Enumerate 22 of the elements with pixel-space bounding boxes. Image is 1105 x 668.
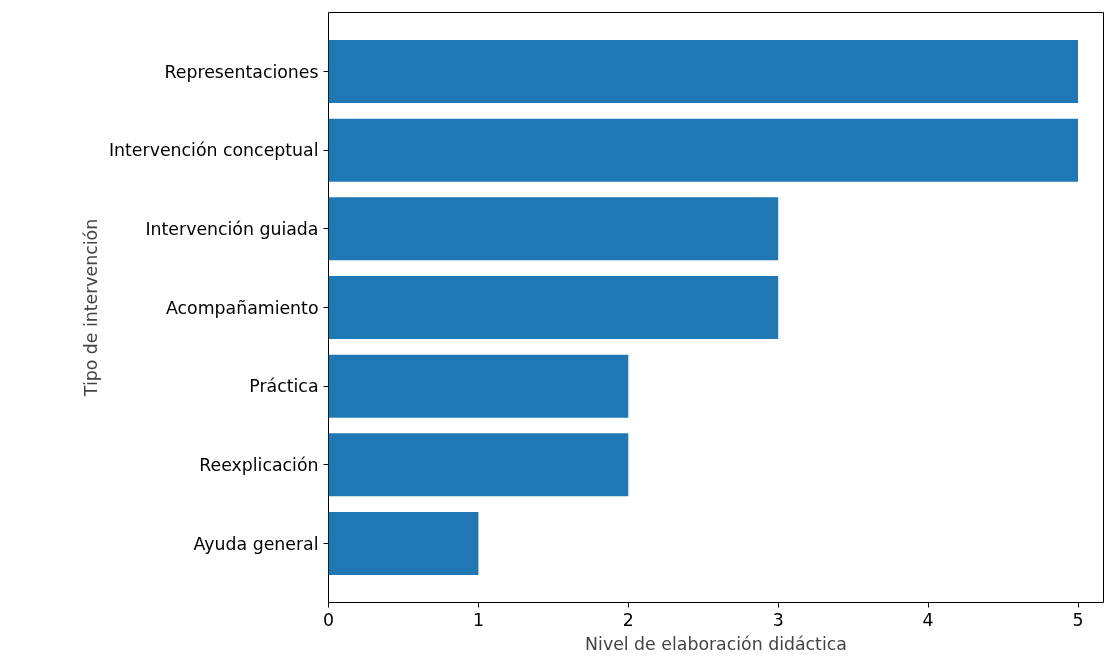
bar xyxy=(328,433,629,497)
x-axis-title: Nivel de elaboración didáctica xyxy=(585,633,847,654)
bar xyxy=(328,512,479,575)
x-tick-label: 4 xyxy=(922,609,934,630)
x-tick-label: 2 xyxy=(622,609,634,630)
y-tick-label: Acompañamiento xyxy=(165,297,319,318)
bar xyxy=(328,118,1079,182)
y-tick-label: Intervención guiada xyxy=(145,218,319,239)
y-axis-title: Tipo de intervención xyxy=(80,218,101,398)
y-tick-label: Práctica xyxy=(249,376,319,397)
x-tick-label: 1 xyxy=(472,609,484,630)
y-tick-label: Ayuda general xyxy=(193,533,319,554)
bar xyxy=(328,276,779,339)
x-tick-label: 3 xyxy=(772,609,784,630)
y-tick-label: Reexplicación xyxy=(199,454,319,475)
bar xyxy=(328,354,629,418)
x-tick-label: 5 xyxy=(1072,609,1084,630)
bar xyxy=(328,40,1079,103)
y-tick-label: Intervención conceptual xyxy=(108,140,319,161)
x-tick-label: 0 xyxy=(322,609,335,630)
y-tick-label: Representaciones xyxy=(164,61,319,82)
bar xyxy=(328,197,779,261)
